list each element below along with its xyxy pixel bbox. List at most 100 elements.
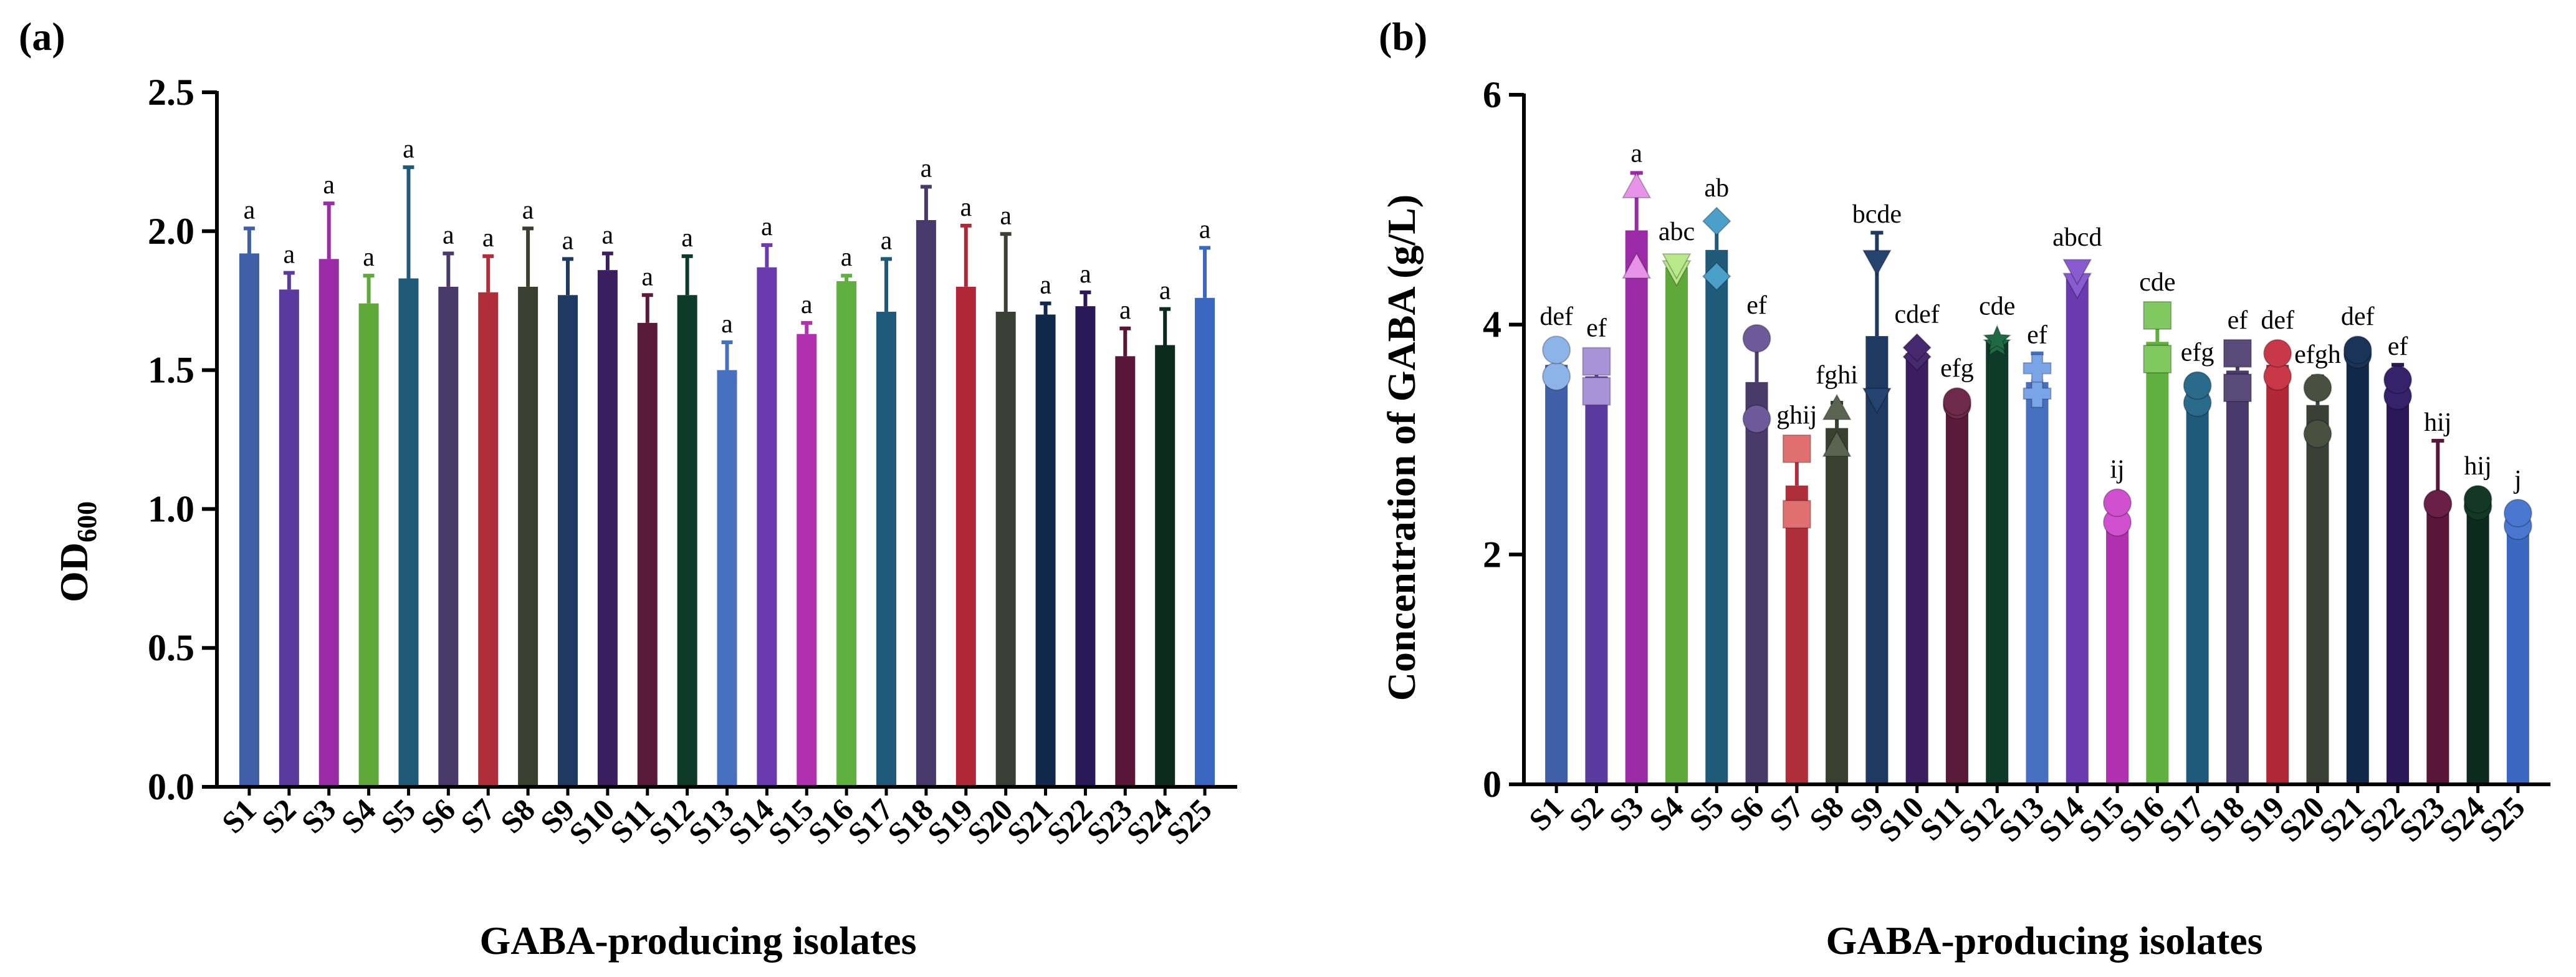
bar-s16 (836, 281, 857, 787)
significance-label-s20: a (1000, 201, 1012, 230)
significance-label-s4: a (363, 243, 375, 272)
significance-label-s14: abcd (2052, 223, 2102, 252)
error-bar-s2 (283, 271, 295, 290)
bar-s24 (2466, 504, 2489, 784)
y-tick-label-2.0: 2.0 (148, 211, 194, 252)
x-axis-a: S1S2S3S4S5S6S7S8S9S10S11S12S13S14S15S16S… (215, 785, 1237, 851)
data-point-s11-2 (1942, 387, 1971, 416)
significance-label-s11: a (641, 262, 653, 291)
data-point-s9-1 (1862, 387, 1892, 415)
x-axis-title-b: GABA-producing isolates (1826, 918, 2262, 963)
bar-s19 (2266, 365, 2289, 784)
data-point-s6-1 (1742, 404, 1771, 433)
y-tick-label-2: 2 (1483, 534, 1501, 575)
significance-label-s5: ab (1704, 174, 1729, 203)
data-point-s14-2 (2062, 259, 2092, 286)
bar-s25 (2506, 520, 2529, 784)
data-point-s20-1 (2303, 419, 2332, 448)
error-bar-s14 (761, 243, 773, 267)
x-axis-title-a: GABA-producing isolates (479, 918, 916, 963)
significance-label-s12: cde (1979, 292, 2015, 321)
data-point-s15-2 (2103, 488, 2132, 517)
error-bar-s22 (1080, 290, 1091, 307)
significance-label-s23: a (1119, 296, 1131, 325)
significance-label-s10: a (602, 221, 614, 249)
bar-s4 (358, 303, 379, 787)
significance-label-s24: a (1159, 277, 1171, 306)
bar-s11 (1945, 403, 1968, 784)
bar-s3 (318, 259, 339, 787)
data-point-s4-2 (1662, 253, 1692, 280)
error-bar-s19 (960, 223, 972, 287)
y-tick-label-2.5: 2.5 (148, 72, 194, 113)
bar-s16 (2146, 342, 2169, 784)
significance-label-s7: ghij (1776, 402, 1817, 430)
data-point-s1-1 (1542, 362, 1571, 391)
significance-label-s6: a (443, 221, 454, 249)
bar-s24 (1155, 345, 1175, 787)
data-point-s1-2 (1542, 335, 1571, 365)
y-tick-label-0: 0 (1483, 764, 1501, 805)
error-bar-s12 (681, 254, 693, 296)
bar-s18 (2226, 370, 2249, 784)
data-point-s13-1 (2023, 379, 2052, 408)
bar-s1 (239, 253, 259, 787)
bar-s11 (637, 322, 658, 787)
error-bar-s21 (1040, 301, 1051, 315)
significance-label-s23: hij (2424, 408, 2451, 437)
error-bar-s13 (721, 340, 733, 370)
data-point-s9-2 (1862, 249, 1892, 277)
significance-label-s1: def (1539, 302, 1573, 331)
bar-s7 (478, 292, 499, 787)
significance-label-s8: fghi (1816, 361, 1858, 390)
significance-label-s12: a (681, 224, 693, 253)
bar-s10 (1905, 353, 1928, 784)
significance-label-s24: hij (2464, 452, 2491, 481)
significance-label-s25: j (2513, 466, 2522, 494)
bar-s18 (916, 219, 936, 787)
significance-label-s21: a (1040, 271, 1051, 300)
y-axis-title-a: OD600 (52, 501, 102, 602)
data-point-s23-2 (2423, 489, 2453, 519)
significance-label-s11: efg (1940, 354, 1974, 383)
x-axis-b: S1S2S3S4S5S6S7S8S9S10S11S12S13S14S15S16S… (1522, 782, 2550, 849)
data-point-s20-2 (2303, 373, 2332, 403)
significance-labels-b: def efaabcabefghijfghibcdecdefefgcdeefabc… (1539, 139, 2521, 494)
bar-s23 (2426, 504, 2449, 784)
significance-label-s13: a (721, 310, 733, 339)
error-bar-s16 (841, 274, 853, 282)
data-point-s21-2 (2343, 335, 2372, 365)
panel-b: (b) def efaabcabefghijfghibcdecdefefgcdee… (1379, 14, 2550, 963)
y-tick-label-6: 6 (1483, 74, 1501, 115)
data-point-s2-1 (1582, 377, 1611, 406)
bar-s15 (797, 334, 817, 787)
significance-label-s17: a (881, 226, 893, 255)
significance-label-s3: a (1630, 139, 1642, 168)
y-tick-label-1.0: 1.0 (148, 488, 194, 529)
data-point-s6-2 (1742, 324, 1771, 353)
y-tick-label-0.0: 0.0 (148, 766, 194, 807)
data-point-s3-1 (1622, 252, 1652, 279)
data-point-s16-1 (2143, 344, 2172, 373)
bar-s6 (438, 286, 459, 787)
error-bar-s8 (522, 226, 534, 287)
significance-label-s2: a (283, 241, 295, 269)
bar-s8 (518, 286, 539, 787)
data-point-s19-2 (2263, 339, 2292, 368)
error-bar-s5 (403, 165, 414, 279)
y-axis-title-b: Concentration of GABA (g/L) (1379, 195, 1424, 701)
bar-s3 (1625, 230, 1648, 785)
bar-s5 (398, 278, 419, 787)
x-tick-label-s25: S25 (1159, 792, 1219, 851)
data-point-s5-1 (1702, 261, 1731, 291)
significance-label-s15: a (801, 291, 813, 319)
data-point-s10-2 (1902, 333, 1932, 362)
significance-label-s17: efg (2181, 338, 2214, 367)
error-bar-s20 (1000, 232, 1012, 312)
error-bar-s11 (641, 293, 653, 323)
bar-s1 (1545, 365, 1568, 784)
data-point-s18-2 (2223, 339, 2252, 368)
